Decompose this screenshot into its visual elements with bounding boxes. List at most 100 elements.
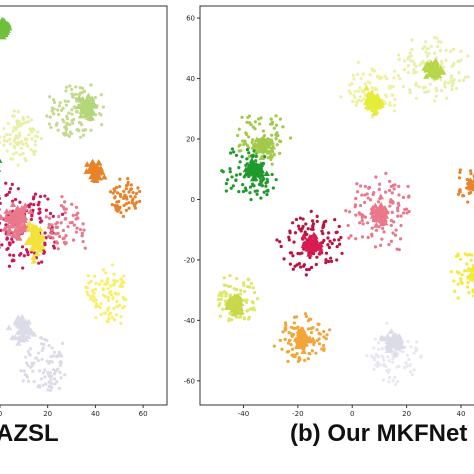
- scatter-point: [298, 326, 305, 333]
- scatter-point: [48, 95, 52, 99]
- scatter-point: [278, 240, 282, 244]
- scatter-point: [275, 133, 279, 137]
- scatter-point: [34, 356, 38, 360]
- scatter-point: [63, 125, 67, 129]
- scatter-point: [84, 285, 88, 289]
- scatter-point: [271, 186, 275, 190]
- x-tick-label: -40: [238, 410, 249, 418]
- scatter-point: [61, 236, 65, 241]
- scatter-point: [285, 350, 289, 354]
- scatter-point: [274, 114, 278, 118]
- scatter-point: [450, 84, 454, 88]
- scatter-point: [287, 330, 291, 335]
- scatter-point: [57, 386, 62, 390]
- scatter-point: [239, 288, 243, 293]
- scatter-point: [96, 160, 103, 166]
- scatter-point: [390, 93, 394, 98]
- scatter-point: [372, 346, 376, 350]
- scatter-point: [10, 114, 15, 118]
- scatter-point: [14, 233, 21, 240]
- scatter-point: [44, 215, 48, 219]
- scatter-point: [426, 47, 430, 51]
- scatter-point: [57, 354, 62, 358]
- scatter-point: [469, 258, 473, 262]
- scatter-point: [112, 187, 116, 191]
- scatter-point: [429, 44, 433, 49]
- scatter-point: [362, 97, 366, 101]
- scatter-point: [241, 189, 246, 194]
- scatter-point: [399, 223, 403, 228]
- scatter-point: [314, 351, 318, 355]
- scatter-point: [89, 297, 93, 301]
- scatter-point: [100, 123, 104, 127]
- scatter-point: [127, 201, 131, 205]
- scatter-point: [220, 294, 224, 298]
- scatter-point: [240, 155, 244, 159]
- scatter-point: [339, 95, 343, 99]
- scatter-points: [0, 16, 142, 392]
- scatter-point: [226, 178, 230, 182]
- right-scatter-panel: -40 -20 0 20 40 -60 -40 -20 0 20 40 60: [184, 5, 474, 418]
- scatter-point: [113, 280, 117, 284]
- scatter-point: [115, 279, 119, 283]
- scatter-point: [31, 208, 35, 212]
- scatter-point: [295, 352, 299, 356]
- scatter-point: [43, 243, 47, 247]
- scatter-point: [41, 371, 45, 375]
- scatter-point: [106, 320, 110, 324]
- scatter-point: [274, 123, 279, 127]
- scatter-point: [60, 212, 65, 216]
- scatter-point: [63, 200, 67, 204]
- scatter-point: [237, 300, 245, 307]
- scatter-point: [265, 180, 270, 184]
- scatter-point: [9, 201, 17, 208]
- scatter-point: [394, 228, 398, 232]
- scatter-point: [117, 303, 122, 307]
- scatter-point: [384, 338, 392, 344]
- scatter-point: [303, 230, 307, 234]
- scatter-point: [47, 235, 52, 239]
- scatter-point: [352, 93, 356, 97]
- scatter-point: [292, 315, 297, 319]
- scatter-point: [58, 370, 62, 374]
- scatter-point: [449, 270, 453, 274]
- scatter-point: [57, 112, 61, 117]
- scatter-point: [33, 139, 37, 143]
- scatter-point: [14, 205, 21, 212]
- scatter-point: [53, 377, 57, 381]
- scatter-point: [267, 152, 275, 159]
- scatter-point: [265, 192, 269, 197]
- scatter-point: [106, 277, 110, 281]
- scatter-point: [6, 226, 13, 233]
- scatter-point: [54, 225, 58, 229]
- scatter-point: [335, 258, 339, 262]
- scatter-point: [428, 82, 433, 86]
- scatter-point: [374, 216, 381, 223]
- scatter-point: [335, 230, 339, 234]
- scatter-point: [370, 226, 374, 230]
- scatter-point: [370, 86, 374, 90]
- scatter-point: [222, 276, 226, 280]
- scatter-point: [28, 347, 32, 351]
- scatter-point: [247, 278, 251, 282]
- scatter-point: [297, 336, 305, 343]
- scatter-point: [372, 190, 376, 195]
- scatter-point: [406, 339, 410, 344]
- scatter-point: [275, 238, 279, 242]
- scatter-point: [121, 214, 125, 218]
- scatter-point: [327, 245, 332, 250]
- scatter-point: [0, 141, 2, 145]
- scatter-point: [457, 176, 462, 180]
- scatter-point: [367, 100, 375, 107]
- scatter-point: [410, 38, 414, 42]
- scatter-point: [119, 194, 123, 199]
- scatter-point: [12, 109, 16, 113]
- scatter-point: [8, 187, 13, 191]
- scatter-point: [234, 153, 239, 157]
- scatter-point: [71, 121, 75, 125]
- scatter-point: [126, 183, 130, 187]
- scatter-point: [390, 337, 397, 344]
- scatter-point: [459, 49, 463, 53]
- scatter-point: [5, 149, 9, 153]
- scatter-point: [357, 211, 361, 215]
